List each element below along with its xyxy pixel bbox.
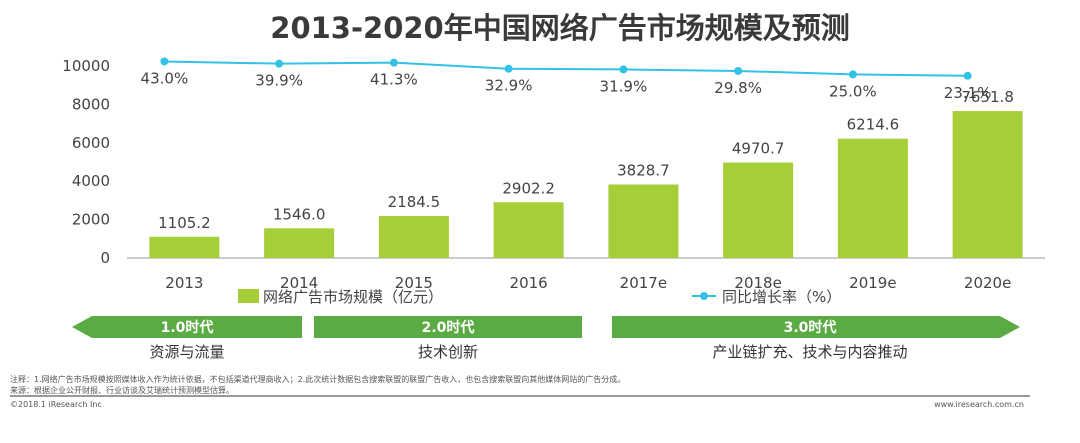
growth-point (504, 64, 513, 73)
y-tick-label: 6000 (72, 134, 110, 152)
x-tick-label: 2019e (849, 274, 896, 292)
bar-series (149, 111, 1023, 258)
era-arrow-right (612, 316, 1020, 338)
x-tick-label: 2017e (620, 274, 667, 292)
growth-value-label: 25.0% (829, 82, 877, 100)
bar-value-label: 2184.5 (388, 193, 441, 211)
bar (264, 228, 335, 258)
x-tick-label: 2020e (964, 274, 1011, 292)
y-tick-label: 4000 (72, 172, 110, 190)
bar-value-label: 6214.6 (847, 116, 900, 134)
bar-value-label: 7651.8 (961, 88, 1014, 106)
bar (378, 216, 449, 258)
y-tick-label: 2000 (72, 211, 110, 229)
x-tick-label: 2016 (510, 274, 548, 292)
x-tick-label: 2013 (165, 274, 203, 292)
growth-line-series (160, 57, 972, 80)
x-axis-categories: 2013 2014 2015 2016 2017e 2018e 2019e 2020e (165, 274, 1011, 292)
growth-point (734, 66, 743, 75)
growth-point (389, 58, 398, 67)
legend-bar-swatch (238, 289, 259, 303)
growth-point (848, 70, 857, 79)
bar-value-label: 2902.2 (502, 179, 555, 197)
bar (723, 162, 794, 258)
growth-value-label: 39.9% (255, 72, 303, 90)
y-tick-label: 10000 (62, 57, 110, 75)
footer-website: www.iresearch.com.cn (934, 400, 1024, 409)
bar (608, 184, 679, 258)
bar (952, 111, 1023, 258)
bar (493, 202, 564, 258)
growth-value-label: 23.1% (944, 84, 992, 102)
legend-line-label: 同比增长率（%） (722, 288, 841, 306)
growth-point (619, 65, 628, 74)
growth-value-label: 29.8% (714, 79, 762, 97)
era-1-label: 1.0时代 (161, 319, 214, 336)
era-arrow-left (72, 316, 302, 338)
legend: 网络广告市场规模（亿元） 同比增长率（%） (238, 288, 841, 306)
growth-value-labels: 43.0% 39.9% 41.3% 32.9% 31.9% 29.8% 25.0% 23.1% (141, 69, 992, 101)
legend-bar-label: 网络广告市场规模（亿元） (263, 288, 443, 306)
y-tick-label: 8000 (72, 95, 110, 113)
bar-value-label: 4970.7 (732, 140, 785, 158)
era-2-description: 技术创新 (418, 343, 478, 361)
growth-line (164, 60, 968, 77)
footer-source: 来源：根据企业公开财报、行业访谈及艾瑞统计预测模型估算。 (10, 386, 234, 395)
y-axis: 0 2000 4000 6000 8000 10000 (62, 57, 110, 267)
growth-point (275, 59, 284, 68)
era-3-label: 3.0时代 (784, 319, 837, 336)
growth-point (160, 57, 169, 66)
growth-value-label: 32.9% (485, 77, 533, 95)
y-tick-label: 0 (100, 249, 110, 267)
era-1-description: 资源与流量 (149, 343, 224, 361)
growth-point (963, 71, 972, 80)
bar (149, 236, 220, 258)
x-tick-label: 2014 (280, 274, 318, 292)
bar-value-label: 3828.7 (617, 161, 670, 179)
x-tick-label: 2015 (395, 274, 433, 292)
era-3-description: 产业链扩充、技术与内容推动 (712, 343, 907, 361)
chart-title: 2013-2020年中国网络广告市场规模及预测 (270, 11, 849, 45)
growth-value-label: 43.0% (141, 69, 189, 87)
legend-line-marker (700, 292, 708, 300)
footer-copyright: ©2018.1 iResearch Inc (10, 400, 102, 409)
growth-value-label: 41.3% (370, 71, 418, 89)
bar-value-labels: 1105.2 1546.0 2184.5 2902.2 3828.7 4970.7 6214… (158, 88, 1014, 232)
footer-note: 注释：1.网络广告市场规模按照媒体收入作为统计依据，不包括渠道代理商收入；2.此… (10, 375, 626, 384)
era-2-label: 2.0时代 (422, 319, 475, 336)
bar (837, 138, 908, 258)
era-bar-middle (314, 316, 582, 338)
bar-value-label: 1546.0 (273, 205, 326, 223)
x-tick-label: 2018e (734, 274, 781, 292)
growth-value-label: 31.9% (600, 77, 648, 95)
bar-value-label: 1105.2 (158, 214, 211, 232)
era-timeline: 1.0时代 资源与流量 2.0时代 技术创新 3.0时代 产业链扩充、技术与内容… (72, 316, 1020, 361)
